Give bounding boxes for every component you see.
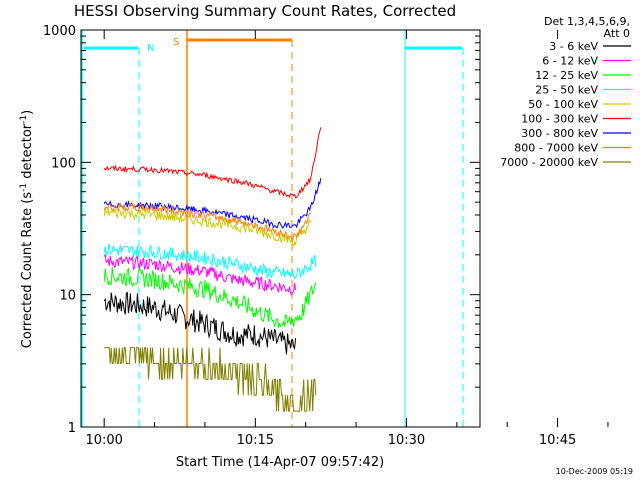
legend-label: 100 - 300 keV <box>521 113 598 126</box>
legend-header-line2: Att 0 <box>604 27 630 40</box>
y-tick-label: 10 <box>59 289 76 304</box>
series-layer <box>103 127 322 412</box>
y-axis-label-sup1: -1 <box>19 183 29 192</box>
legend-label: 6 - 12 keV <box>542 55 598 68</box>
series-line <box>103 202 311 243</box>
legend-label: 800 - 7000 keV <box>514 142 598 155</box>
series-line <box>103 243 317 280</box>
legend-label: 25 - 50 keV <box>535 84 598 97</box>
chart-title: HESSI Observing Summary Count Rates, Cor… <box>74 2 456 20</box>
x-axis-label: Start Time (14-Apr-07 09:57:42) <box>176 455 384 470</box>
x-tick-label: 10:00 <box>85 433 122 448</box>
y-tick-label: 100 <box>51 156 76 171</box>
series-line <box>103 178 322 229</box>
x-tick-label: 10:30 <box>388 433 425 448</box>
legend-label: 12 - 25 keV <box>535 69 598 82</box>
plot-frame <box>80 29 481 428</box>
x-tick-label: 10:15 <box>237 433 274 448</box>
series-line <box>104 347 317 412</box>
legend-label: 3 - 6 keV <box>549 40 598 53</box>
series-line <box>103 267 317 328</box>
legend: Det 1,3,4,5,6,9, Att 0 3 - 6 keV 6 - 12 k… <box>500 15 631 169</box>
flag-markers: NS <box>81 30 464 427</box>
y-axis-label-end: ) <box>20 110 35 115</box>
series-line <box>103 253 297 296</box>
series-line <box>103 127 322 199</box>
y-axis-label-main: Corrected Count Rate (s <box>20 192 35 349</box>
y-axis-label-mid: detector <box>20 123 35 183</box>
y-tick-label: 1000 <box>43 24 76 39</box>
series-line <box>103 291 297 355</box>
y-axis: 1 10 100 1000 <box>43 24 480 436</box>
y-axis-label: Corrected Count Rate (s-1 detector-1) <box>19 110 35 348</box>
timestamp: 10-Dec-2009 05:19 <box>556 467 633 476</box>
night-label: N <box>147 43 154 54</box>
legend-label: 7000 - 20000 keV <box>500 156 598 169</box>
legend-label: 50 - 100 keV <box>528 98 598 111</box>
y-tick-label: 1 <box>68 421 76 436</box>
saa-label: S <box>173 37 179 48</box>
legend-header-line1: Det 1,3,4,5,6,9, <box>544 15 630 28</box>
legend-label: 300 - 800 keV <box>521 127 598 140</box>
y-axis-label-sup2: -1 <box>19 115 29 124</box>
x-tick-label: 10:45 <box>539 433 576 448</box>
